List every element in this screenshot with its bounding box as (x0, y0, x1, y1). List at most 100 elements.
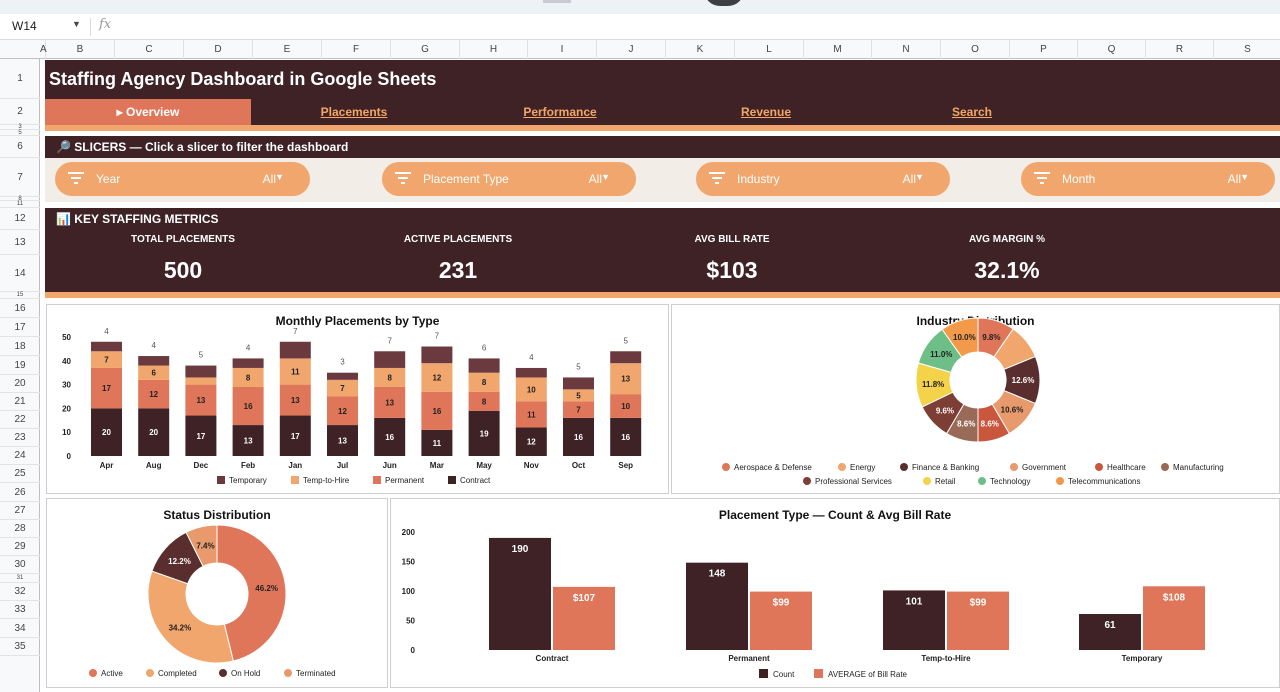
bar-average-of-bill-rate[interactable] (750, 591, 812, 650)
column-header-b[interactable]: B (46, 40, 115, 59)
bar-count[interactable] (489, 537, 551, 650)
row-header-22[interactable]: 22 (0, 411, 40, 429)
slicer-year[interactable]: Year All ▼ (55, 162, 310, 196)
bar-segment-temp-to-hire[interactable] (185, 377, 217, 385)
bar-segment-permanent[interactable] (563, 401, 594, 418)
bar-segment-permanent[interactable] (610, 394, 642, 418)
bar-segment-temp-to-hire[interactable] (279, 358, 311, 385)
column-header-d[interactable]: D (184, 40, 253, 59)
bar-segment-contract[interactable] (515, 427, 547, 456)
bar-segment-permanent[interactable] (232, 386, 264, 426)
column-header-m[interactable]: M (804, 40, 872, 59)
column-header-i[interactable]: I (528, 40, 597, 59)
row-header-11[interactable]: 11 (0, 201, 40, 208)
tab-revenue[interactable]: Revenue (740, 105, 792, 119)
column-header-j[interactable]: J (597, 40, 666, 59)
bar-count[interactable] (883, 590, 945, 650)
bar-segment-contract[interactable] (279, 415, 311, 456)
bar-segment-permanent[interactable] (374, 386, 406, 418)
row-header-24[interactable]: 24 (0, 447, 40, 465)
row-header-30[interactable]: 30 (0, 556, 40, 574)
bar-segment-contract[interactable] (421, 429, 453, 456)
bar-segment-temporary[interactable] (91, 341, 122, 352)
row-header-35[interactable]: 35 (0, 638, 40, 656)
slice-completed[interactable] (147, 570, 234, 664)
bar-segment-permanent[interactable] (468, 391, 500, 411)
row-header-20[interactable]: 20 (0, 375, 40, 393)
row-header-14[interactable]: 14 (0, 255, 40, 292)
bar-segment-temp-to-hire[interactable] (232, 367, 264, 387)
row-header-34[interactable]: 34 (0, 619, 40, 638)
bar-average-of-bill-rate[interactable] (947, 591, 1009, 650)
row-header-32[interactable]: 32 (0, 583, 40, 601)
bar-average-of-bill-rate[interactable] (1143, 586, 1205, 650)
bar-segment-temporary[interactable] (421, 346, 453, 364)
row-header-6[interactable]: 6 (0, 136, 40, 158)
row-header-21[interactable]: 21 (0, 393, 40, 411)
row-header-19[interactable]: 19 (0, 356, 40, 375)
column-header-n[interactable]: N (872, 40, 941, 59)
row-header-5[interactable]: 5 (0, 130, 40, 136)
bar-segment-temp-to-hire[interactable] (563, 389, 594, 402)
column-header-h[interactable]: H (460, 40, 528, 59)
row-header-33[interactable]: 33 (0, 601, 40, 619)
row-header-17[interactable]: 17 (0, 318, 40, 337)
slice-active[interactable] (216, 524, 287, 662)
monthly-placements-chart[interactable]: Monthly Placements by Type 0 10 20 30 40 50 20… (46, 304, 669, 494)
bar-segment-temp-to-hire[interactable] (327, 379, 358, 397)
bar-segment-temporary[interactable] (515, 367, 547, 378)
bar-segment-contract[interactable] (563, 417, 594, 456)
bar-segment-permanent[interactable] (185, 384, 217, 416)
column-header-l[interactable]: L (735, 40, 804, 59)
bar-segment-temporary[interactable] (138, 356, 170, 366)
bar-count[interactable] (1079, 614, 1141, 650)
bar-segment-permanent[interactable] (327, 396, 358, 426)
bar-segment-temp-to-hire[interactable] (421, 363, 453, 392)
bar-segment-temp-to-hire[interactable] (468, 372, 500, 392)
bar-segment-contract[interactable] (138, 408, 170, 456)
slicer-placement-type[interactable]: Placement Type All ▼ (382, 162, 636, 196)
row-header-25[interactable]: 25 (0, 465, 40, 483)
bar-segment-contract[interactable] (91, 408, 122, 456)
bar-segment-temporary[interactable] (279, 341, 311, 359)
row-header-8[interactable]: 8 (0, 196, 40, 202)
name-box-dropdown-icon[interactable]: ▼ (72, 19, 81, 29)
bar-average-of-bill-rate[interactable] (553, 586, 615, 650)
row-header-23[interactable]: 23 (0, 429, 40, 447)
bar-segment-temp-to-hire[interactable] (374, 367, 406, 387)
bar-segment-temp-to-hire[interactable] (91, 351, 122, 368)
tab-placements[interactable]: Placements (320, 105, 388, 119)
bar-segment-temp-to-hire[interactable] (610, 363, 642, 395)
column-header-p[interactable]: P (1010, 40, 1078, 59)
bar-segment-contract[interactable] (232, 425, 264, 456)
row-header-31[interactable]: 31 (0, 574, 40, 583)
bar-segment-temporary[interactable] (185, 365, 217, 378)
column-header-k[interactable]: K (666, 40, 735, 59)
row-header-16[interactable]: 16 (0, 299, 40, 318)
row-header-3[interactable]: 3 (0, 124, 40, 130)
slicer-industry[interactable]: Industry All ▼ (696, 162, 950, 196)
row-header-13[interactable]: 13 (0, 230, 40, 255)
placement-type-chart[interactable]: Placement Type — Count & Avg Bill Rate 0… (390, 498, 1280, 688)
bar-segment-temporary[interactable] (374, 351, 406, 368)
column-header-s[interactable]: S (1214, 40, 1280, 59)
bar-segment-permanent[interactable] (515, 401, 547, 428)
row-header-15[interactable]: 15 (0, 292, 40, 299)
bar-segment-contract[interactable] (610, 417, 642, 456)
tab-performance[interactable]: Performance (523, 105, 597, 119)
column-header-c[interactable]: C (115, 40, 184, 59)
column-header-g[interactable]: G (391, 40, 460, 59)
bar-segment-temporary[interactable] (327, 372, 358, 380)
row-header-26[interactable]: 26 (0, 483, 40, 502)
row-header-27[interactable]: 27 (0, 502, 40, 520)
bar-segment-contract[interactable] (185, 415, 217, 456)
column-header-f[interactable]: F (322, 40, 391, 59)
bar-segment-permanent[interactable] (91, 367, 122, 409)
bar-segment-temporary[interactable] (610, 351, 642, 364)
row-header-29[interactable]: 29 (0, 538, 40, 556)
row-header-7[interactable]: 7 (0, 158, 40, 197)
row-header-28[interactable]: 28 (0, 520, 40, 538)
row-header-1[interactable]: 1 (0, 59, 40, 99)
bar-segment-contract[interactable] (327, 425, 358, 456)
column-header-a[interactable]: A (40, 40, 47, 59)
